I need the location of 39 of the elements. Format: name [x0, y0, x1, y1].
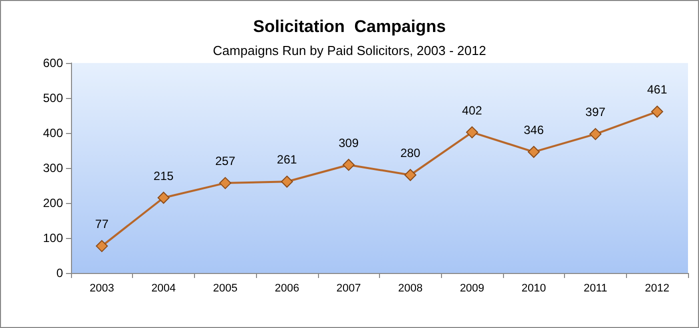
- point: [589, 128, 602, 140]
- x-tick-label: 2005: [213, 282, 238, 294]
- x-tick-label: 2006: [274, 282, 300, 294]
- data-label: 461: [647, 82, 668, 97]
- y-tick-label: 100: [42, 231, 64, 245]
- data-label: 402: [462, 103, 482, 118]
- data-label: 280: [400, 146, 421, 160]
- point: [280, 176, 293, 188]
- x-tick-label: 2009: [460, 282, 484, 294]
- point: [96, 240, 108, 252]
- y-tick-label: 0: [56, 266, 64, 280]
- chart-title: Solicitation Campaigns: [253, 17, 446, 36]
- point: [219, 177, 232, 190]
- point: [466, 126, 478, 138]
- x-tick-label: 2008: [398, 282, 423, 294]
- point: [342, 158, 355, 171]
- x-tick-label: 2010: [522, 282, 546, 294]
- y-tick-label: 500: [42, 91, 64, 105]
- data-label: 215: [154, 168, 174, 183]
- point: [651, 106, 664, 118]
- x-tick-label: 2012: [644, 282, 670, 294]
- chart-subtitle: Campaigns Run by Paid Solicitors, 2003 - 2012: [212, 43, 486, 58]
- point: [158, 192, 170, 204]
- y-tick-label: 600: [42, 56, 64, 70]
- data-label: 309: [338, 136, 359, 150]
- point: [528, 146, 540, 158]
- x-tick-label: 2003: [90, 282, 114, 294]
- data-label: 346: [524, 122, 544, 137]
- point: [404, 169, 416, 181]
- data-label: 77: [95, 217, 109, 232]
- x-tick-label: 2011: [584, 282, 608, 294]
- y-tick-label: 400: [42, 126, 64, 140]
- x-tick-label: 2004: [151, 282, 176, 294]
- data-label: 261: [276, 152, 298, 167]
- x-tick-label: 2007: [336, 282, 361, 294]
- data-label: 257: [215, 154, 236, 168]
- data-label: 397: [585, 105, 606, 120]
- y-tick-label: 300: [42, 161, 64, 175]
- y-tick-label: 200: [42, 196, 64, 210]
